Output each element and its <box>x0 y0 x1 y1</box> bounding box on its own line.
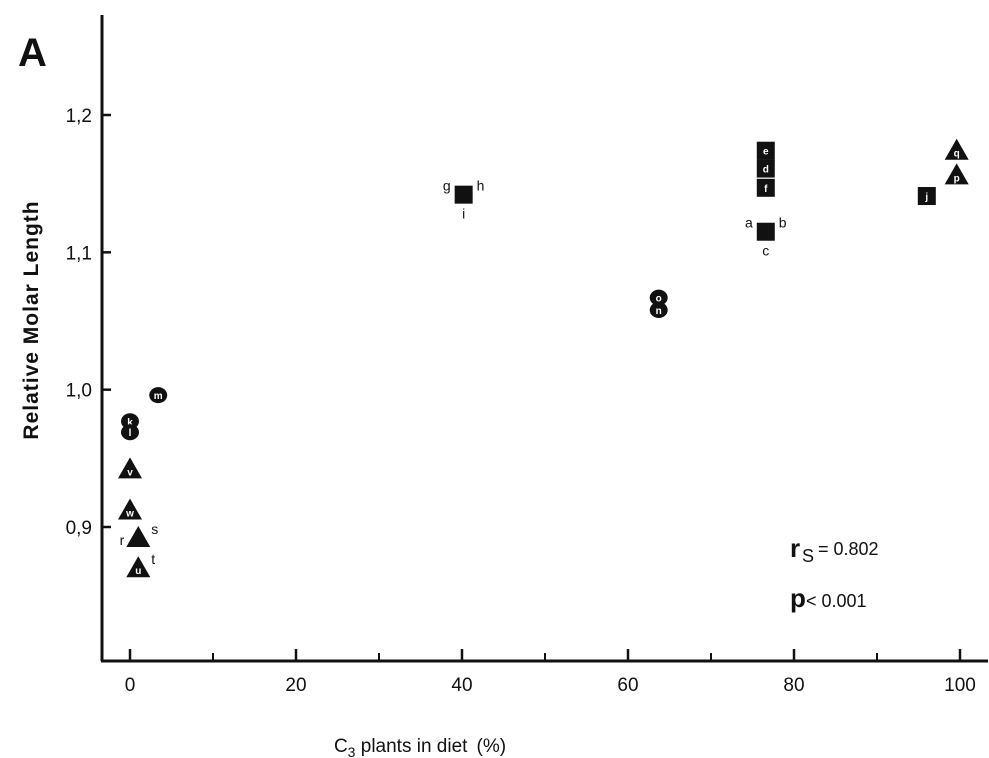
data-point-w-triangle: w <box>118 498 142 520</box>
point-annotation: g <box>443 178 451 194</box>
circle-marker <box>649 289 668 306</box>
data-point-n-circle: n <box>649 302 668 319</box>
x-tick-label: 20 <box>285 675 306 696</box>
x-tick-label: 0 <box>125 675 136 696</box>
triangle-marker <box>126 525 151 547</box>
point-letter: j <box>924 192 928 203</box>
point-letter: o <box>656 294 662 305</box>
x-tick-label: 100 <box>944 675 976 696</box>
point-letter: n <box>656 306 662 317</box>
data-point-q-triangle: q <box>944 138 969 160</box>
data-point-m-circle: m <box>149 387 168 404</box>
point-letter: q <box>954 149 960 160</box>
rs-value: = 0.802 <box>818 539 879 559</box>
triangle-marker <box>118 498 142 520</box>
data-point-p15-triangle: rs <box>120 521 159 548</box>
panel-label: A <box>18 31 47 75</box>
point-letter: p <box>954 173 960 184</box>
point-letter: l <box>129 428 132 439</box>
square-marker <box>756 159 775 178</box>
y-tick-label: 0,9 <box>66 518 92 539</box>
point-letter: m <box>154 391 163 402</box>
square-marker <box>756 178 775 197</box>
x-tick-label: 60 <box>617 675 638 696</box>
point-annotation: i <box>462 206 465 222</box>
data-point-k-circle: k <box>121 413 139 430</box>
axis-ticks: 0,9 1,0 1,1 1,2 0 20 40 60 80 100 <box>66 106 976 696</box>
square-marker <box>917 187 936 206</box>
triangle-marker <box>126 556 151 578</box>
y-tick-label: 1,2 <box>66 106 92 127</box>
p-value: < 0.001 <box>806 591 867 611</box>
square-marker <box>756 141 775 160</box>
point-annotation: a <box>745 215 753 231</box>
data-point-d-square: d <box>756 159 775 178</box>
point-letter: d <box>763 165 769 176</box>
point-letter: w <box>125 509 134 520</box>
point-annotation: t <box>151 551 155 567</box>
triangle-marker <box>944 138 969 160</box>
x-axis-title: C3 plants in diet (%) <box>334 736 506 758</box>
point-letter: e <box>763 147 769 158</box>
point-letter: v <box>127 467 133 478</box>
triangle-marker <box>944 163 969 185</box>
point-letter: k <box>127 417 133 428</box>
point-annotation: r <box>120 532 125 548</box>
point-annotation: s <box>151 521 158 537</box>
point-letter: f <box>764 184 768 195</box>
rs-label: r <box>790 533 800 563</box>
data-point-p0-square: g hi <box>443 178 485 222</box>
y-axis-title: Relative Molar Length <box>20 200 43 439</box>
point-annotation: b <box>779 215 787 231</box>
x-tick-label: 80 <box>783 675 804 696</box>
circle-marker <box>649 302 668 319</box>
triangle-marker <box>118 457 142 479</box>
data-point-j-square: j <box>917 187 936 206</box>
data-point-l-circle: l <box>121 424 139 441</box>
data-point-o-circle: o <box>649 289 668 306</box>
square-marker <box>756 222 775 241</box>
square-marker <box>454 185 473 204</box>
circle-marker <box>149 387 168 404</box>
y-tick-label: 1,1 <box>66 243 92 264</box>
spearman-stat: r S = 0.802 <box>790 533 879 566</box>
circle-marker <box>121 424 139 441</box>
axes <box>100 15 988 663</box>
data-point-f-square: f <box>756 178 775 197</box>
point-annotation: h <box>477 178 485 194</box>
rs-subscript: S <box>802 546 814 566</box>
point-letter: u <box>135 566 141 577</box>
point-annotation: c <box>762 243 769 259</box>
data-point-p4-square: a bc <box>745 215 787 259</box>
data-point-u-triangle: ut <box>126 551 155 578</box>
circle-marker <box>121 413 139 430</box>
data-point-p-triangle: p <box>944 163 969 185</box>
x-tick-label: 40 <box>451 675 472 696</box>
p-label: p <box>790 583 806 613</box>
p-value-stat: p < 0.001 <box>790 583 867 613</box>
data-point-v-triangle: v <box>118 457 142 479</box>
y-tick-label: 1,0 <box>66 381 92 402</box>
data-point-e-square: e <box>756 141 775 160</box>
